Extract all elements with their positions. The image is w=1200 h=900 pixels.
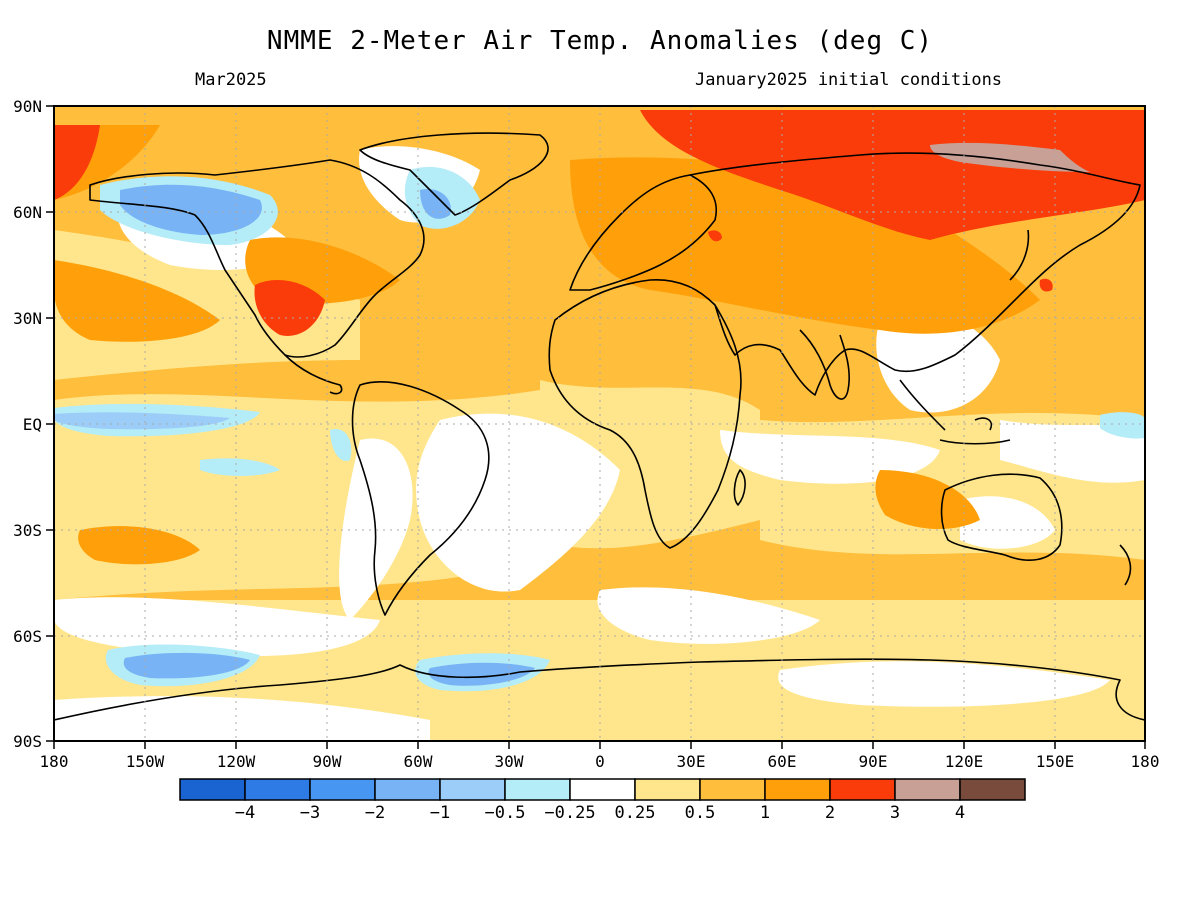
lon-label: 0	[595, 752, 605, 771]
colorbar-label: 0.5	[685, 803, 716, 823]
colorbar-label: −0.5	[485, 803, 526, 823]
valid-month-label: Mar2025	[195, 70, 267, 90]
lon-label: 180	[40, 752, 69, 771]
lon-label: 60E	[768, 752, 797, 771]
colorbar-swatch	[244, 778, 311, 801]
tick-marks	[46, 105, 1146, 749]
lon-label: 180	[1131, 752, 1160, 771]
lon-label: 90W	[313, 752, 342, 771]
longitude-labels: 180 150W 120W 90W 60W 30W 0 30E 60E 90E …	[40, 752, 1160, 771]
lat-label: 30N	[13, 309, 42, 328]
colorbar-swatch	[374, 778, 441, 801]
colorbar-swatch	[894, 778, 961, 801]
coastlines	[54, 132, 1145, 721]
colorbar-swatch	[959, 778, 1026, 801]
colorbar-label: 2	[825, 803, 835, 823]
lon-label: 120W	[217, 752, 256, 771]
colorbar: −4 −3 −2 −1 −0.5 −0.25 0.25 0.5 1 2 3 4	[179, 778, 1026, 823]
lon-label: 150E	[1036, 752, 1075, 771]
colorbar-label: −2	[365, 803, 385, 823]
colorbar-swatch	[634, 778, 701, 801]
lon-label: 60W	[404, 752, 433, 771]
init-conditions-label: January2025 initial conditions	[695, 70, 1003, 90]
colorbar-swatch	[439, 778, 506, 801]
colorbar-label: −4	[235, 803, 255, 823]
colorbar-label: 4	[955, 803, 965, 823]
latitude-labels: 90N 60N 30N EQ 30S 60S 90S	[13, 97, 42, 751]
lat-label: 90N	[13, 97, 42, 116]
colorbar-swatch	[569, 778, 636, 801]
colorbar-swatch	[504, 778, 571, 801]
colorbar-label: −1	[430, 803, 450, 823]
lon-label: 120E	[945, 752, 984, 771]
lat-label: 30S	[13, 521, 42, 540]
lon-label: 30W	[495, 752, 524, 771]
colorbar-swatch	[764, 778, 831, 801]
map-title: NMME 2-Meter Air Temp. Anomalies (deg C)	[266, 26, 934, 56]
lon-label: 150W	[126, 752, 165, 771]
colorbar-swatch	[309, 778, 376, 801]
colorbar-label: 0.25	[615, 803, 656, 823]
colorbar-label: 1	[760, 803, 770, 823]
lon-label: 30E	[677, 752, 706, 771]
lat-label: 60N	[13, 203, 42, 222]
colorbar-swatch	[699, 778, 766, 801]
lat-label: 90S	[13, 732, 42, 751]
lon-label: 90E	[859, 752, 888, 771]
lat-label: 60S	[13, 627, 42, 646]
lat-label: EQ	[23, 415, 42, 434]
colorbar-swatch	[829, 778, 896, 801]
colorbar-label: −0.25	[544, 803, 595, 823]
graticule	[54, 106, 1145, 741]
colorbar-label: 3	[890, 803, 900, 823]
colorbar-swatch	[179, 778, 246, 801]
colorbar-label: −3	[300, 803, 320, 823]
